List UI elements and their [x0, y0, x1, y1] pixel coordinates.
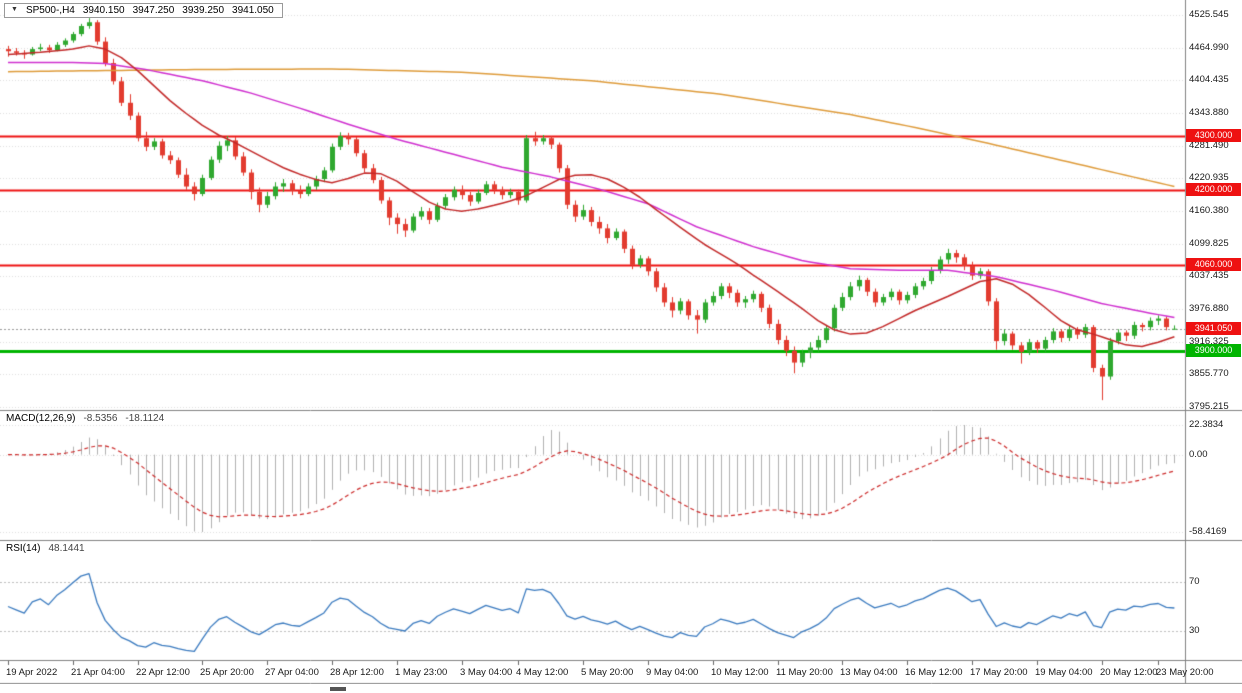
macd-indicator-label: MACD(12,26,9) -8.5356 -18.1124 — [6, 413, 164, 424]
time-axis-label: 23 May 20:00 — [1156, 667, 1214, 678]
time-axis-label: 5 May 20:00 — [581, 667, 634, 678]
price-axis-label: 4525.545 — [1189, 9, 1229, 20]
price-level-badge: 4300.000 — [1186, 129, 1241, 142]
price-axis-label: 4404.435 — [1189, 74, 1229, 85]
collapse-triangle-icon[interactable]: ▼ — [11, 6, 18, 13]
price-axis-label: 4464.990 — [1189, 42, 1229, 53]
symbol-ohlc-header: ▼ SP500-,H4 3940.150 3947.250 3939.250 3… — [4, 3, 283, 18]
price-level-badge: 4200.000 — [1186, 183, 1241, 196]
high-value: 3947.250 — [132, 5, 175, 16]
time-axis-label: 21 Apr 04:00 — [71, 667, 125, 678]
time-axis-label: 27 Apr 04:00 — [265, 667, 319, 678]
open-value: 3940.150 — [82, 5, 125, 16]
price-axis-label: 4099.825 — [1189, 238, 1229, 249]
rsi-indicator-label: RSI(14) 48.1441 — [6, 543, 85, 554]
price-axis-label: 3976.880 — [1189, 303, 1229, 314]
price-axis-label: 4343.880 — [1189, 107, 1229, 118]
time-axis-label: 19 Apr 2022 — [6, 667, 58, 678]
time-axis-label: 10 May 12:00 — [711, 667, 769, 678]
time-axis-label: 3 May 04:00 — [460, 667, 513, 678]
price-level-badge: 3900.000 — [1186, 344, 1241, 357]
price-axis-label: 4037.435 — [1189, 270, 1229, 281]
time-axis-label: 17 May 20:00 — [970, 667, 1028, 678]
time-axis-label: 13 May 04:00 — [840, 667, 898, 678]
macd-axis-label: 22.3834 — [1189, 419, 1224, 430]
rsi-name: RSI(14) — [6, 543, 41, 554]
close-value: 3941.050 — [232, 5, 274, 16]
time-axis-label: 19 May 04:00 — [1035, 667, 1093, 678]
low-value: 3939.250 — [182, 5, 225, 16]
price-axis-label: 4281.490 — [1189, 140, 1229, 151]
price-axis-label: 3916.325 — [1189, 336, 1229, 347]
time-axis-label: 11 May 20:00 — [776, 667, 833, 678]
time-axis-label: 28 Apr 12:00 — [330, 667, 384, 678]
time-axis-label: 25 Apr 20:00 — [200, 667, 254, 678]
macd-signal-value: -18.1124 — [125, 413, 165, 424]
horizontal-scrollbar[interactable] — [0, 684, 1242, 693]
scrollbar-thumb[interactable] — [330, 687, 346, 691]
macd-name: MACD(12,26,9) — [6, 413, 76, 424]
time-axis-label: 20 May 12:00 — [1100, 667, 1158, 678]
time-axis-label: 16 May 12:00 — [905, 667, 963, 678]
time-axis-label: 9 May 04:00 — [646, 667, 699, 678]
time-axis-label: 4 May 12:00 — [516, 667, 569, 678]
time-axis-label: 1 May 23:00 — [395, 667, 448, 678]
macd-axis-label: 0.00 — [1189, 449, 1208, 460]
price-axis-label: 3855.770 — [1189, 368, 1229, 379]
price-level-badge: 4060.000 — [1186, 258, 1241, 271]
current-price-badge: 3941.050 — [1186, 322, 1241, 335]
macd-axis-label: -58.4169 — [1189, 526, 1227, 537]
price-axis-label: 4160.380 — [1189, 205, 1229, 216]
price-axis-label: 3795.215 — [1189, 401, 1229, 412]
macd-main-value: -8.5356 — [83, 413, 118, 424]
rsi-value: 48.1441 — [48, 543, 85, 554]
rsi-level-label: 70 — [1189, 576, 1200, 587]
price-axis-label: 4220.935 — [1189, 172, 1229, 183]
rsi-level-label: 30 — [1189, 625, 1200, 636]
time-axis-label: 22 Apr 12:00 — [136, 667, 190, 678]
symbol-period-label: SP500-,H4 — [25, 5, 75, 16]
